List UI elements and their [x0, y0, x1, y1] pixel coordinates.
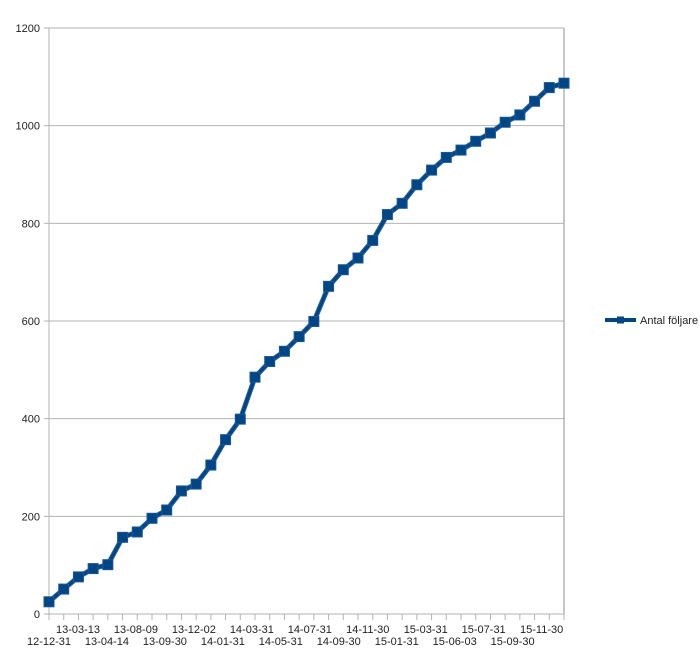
data-point-marker — [543, 82, 555, 94]
data-point-marker — [205, 459, 217, 471]
x-tick-label: 15-07-31 — [462, 624, 506, 636]
data-point-marker — [264, 356, 276, 368]
x-tick-label: 14-09-30 — [317, 636, 361, 648]
data-point-marker — [514, 109, 526, 121]
data-point-marker — [499, 116, 511, 128]
data-point-marker — [558, 77, 570, 89]
data-point-marker — [117, 531, 129, 543]
data-point-marker — [396, 197, 408, 209]
data-point-marker — [190, 478, 202, 490]
y-tick-label: 0 — [34, 609, 40, 621]
x-tick-label: 15-03-31 — [404, 624, 448, 636]
data-point-marker — [278, 345, 290, 357]
x-tick-label: 14-01-31 — [201, 636, 245, 648]
data-point-marker — [440, 151, 452, 163]
x-tick-label: 14-05-31 — [259, 636, 303, 648]
x-tick-label: 14-11-30 — [346, 624, 389, 636]
data-point-marker — [175, 485, 187, 497]
data-point-marker — [529, 95, 541, 107]
data-point-marker — [234, 413, 246, 425]
x-tick-label: 15-01-31 — [375, 636, 419, 648]
series-line — [48, 81, 565, 603]
data-point-marker — [249, 371, 261, 383]
legend: Antal följare — [605, 315, 698, 327]
x-axis: 12-12-3113-03-1313-04-1413-08-0913-09-30… — [27, 613, 565, 648]
data-point-marker — [87, 563, 99, 575]
y-tick-label: 400 — [22, 414, 40, 426]
gridlines — [49, 27, 565, 614]
y-tick-label: 200 — [22, 511, 40, 523]
x-tick-label: 13-04-14 — [85, 636, 129, 648]
x-tick-label: 13-12-02 — [172, 624, 216, 636]
x-tick-label: 14-03-31 — [230, 624, 274, 636]
data-point-marker — [161, 504, 173, 516]
data-point-marker — [484, 127, 496, 139]
x-tick-label: 15-09-30 — [491, 636, 535, 648]
data-point-marker — [352, 252, 364, 264]
data-point-marker — [337, 264, 349, 276]
data-point-marker — [102, 559, 114, 571]
data-point-marker — [308, 315, 320, 327]
x-tick-label: 13-03-13 — [56, 624, 100, 636]
y-tick-label: 1200 — [16, 23, 40, 35]
x-tick-label: 14-07-31 — [288, 624, 332, 636]
y-tick-label: 600 — [22, 316, 40, 328]
data-point-marker — [470, 135, 482, 147]
series-antal-foljare — [43, 77, 570, 608]
data-point-marker — [43, 596, 55, 608]
legend-marker-icon — [617, 316, 624, 324]
data-point-marker — [146, 512, 158, 524]
data-point-marker — [323, 280, 335, 292]
x-tick-label: 13-08-09 — [114, 624, 158, 636]
legend-label: Antal följare — [640, 315, 698, 327]
x-tick-label: 12-12-31 — [27, 636, 71, 648]
series-line-shadow — [47, 80, 565, 604]
y-axis: 0 200 400 600 800 1000 1200 — [16, 23, 50, 621]
data-point-marker — [220, 434, 232, 446]
y-tick-label: 800 — [22, 218, 40, 230]
data-point-marker — [367, 234, 379, 246]
x-tick-label: 13-09-30 — [143, 636, 187, 648]
data-point-marker — [426, 164, 438, 176]
data-point-marker — [411, 179, 423, 191]
data-point-marker — [381, 209, 393, 221]
data-point-marker — [72, 571, 84, 583]
x-tick-label: 15-11-30 — [520, 624, 563, 636]
y-tick-label: 1000 — [16, 121, 40, 133]
data-point-marker — [58, 583, 70, 595]
data-point-marker — [455, 144, 467, 156]
x-tick-label: 15-06-03 — [433, 636, 477, 648]
data-point-marker — [131, 526, 143, 538]
data-point-marker — [293, 331, 305, 343]
